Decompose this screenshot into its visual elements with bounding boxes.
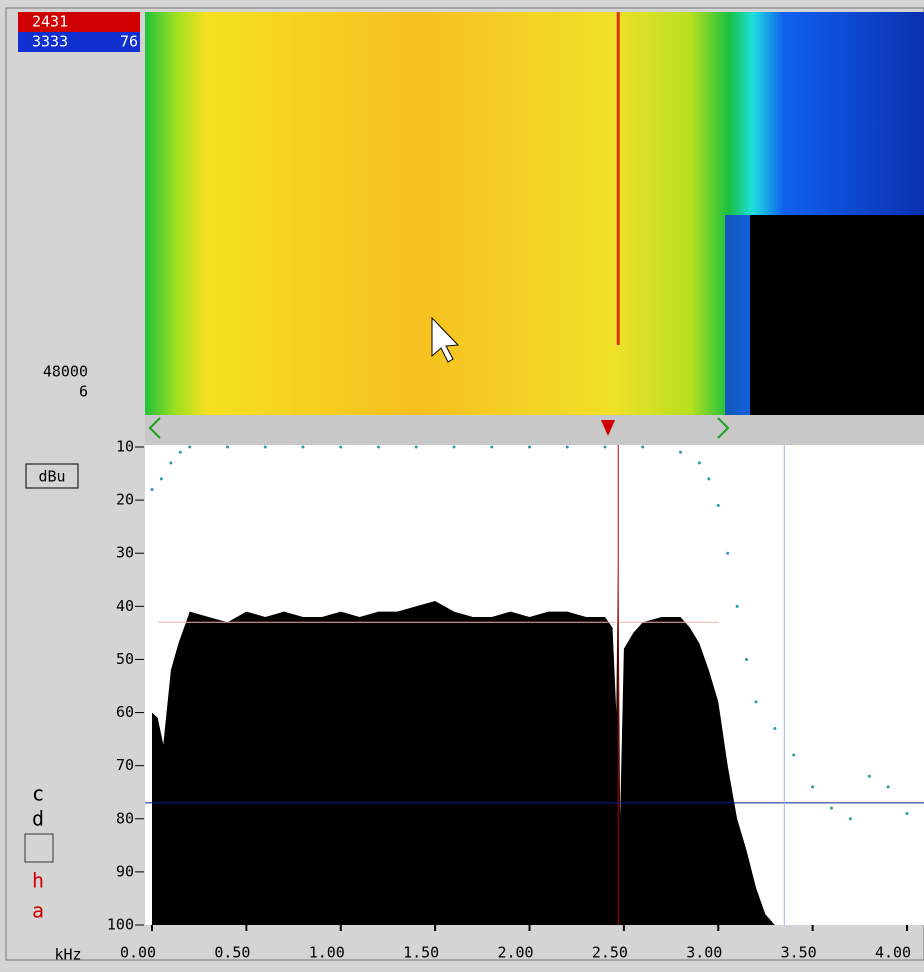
filter-dot: [377, 445, 380, 449]
level-blue: 76: [120, 33, 138, 51]
x-tick-label: 3.00: [686, 944, 722, 962]
freq-blue: 3333: [32, 33, 68, 51]
y-tick-label: 10: [116, 438, 134, 456]
filter-dot: [707, 477, 711, 481]
marker-bar: [145, 415, 924, 445]
y-tick-label: 100: [107, 916, 134, 934]
rate: 48000: [43, 363, 88, 381]
unit-button-label[interactable]: dBu: [38, 468, 65, 486]
filter-dot: [905, 811, 909, 815]
filter-dot: [169, 461, 173, 465]
filter-dot: [886, 785, 890, 789]
filter-dot: [745, 657, 749, 661]
low-edge-marker[interactable]: [148, 417, 161, 439]
spectrum-area: [152, 542, 775, 925]
filter-dot: [726, 551, 730, 555]
filter-dot: [301, 445, 305, 449]
x-tick-label: 4.00: [875, 944, 911, 962]
filter-dot: [754, 700, 758, 704]
high-edge-marker[interactable]: [717, 417, 730, 439]
filter-dot: [226, 445, 229, 449]
red-box: [18, 12, 140, 32]
filter-dot: [641, 445, 645, 449]
channel: 6: [79, 383, 88, 401]
x-tick-label: 1.50: [403, 944, 439, 962]
y-tick-label: 20: [116, 491, 134, 509]
waterfall-blank: [750, 215, 924, 415]
y-tick-label: 60: [116, 703, 134, 721]
x-tick-label: 2.00: [497, 944, 533, 962]
filter-dot: [830, 806, 833, 810]
filter-dot: [565, 445, 569, 449]
blue-box: [18, 32, 140, 52]
x-tick-label: 3.50: [781, 944, 817, 962]
cursor-marker[interactable]: [601, 420, 615, 436]
filter-dot: [716, 503, 720, 507]
filter-dot: [867, 774, 871, 778]
filter-dot: [679, 450, 682, 454]
filter-dot: [490, 445, 494, 449]
y-tick-label: 90: [116, 862, 134, 880]
x-unit: kHz: [54, 946, 81, 964]
waterfall-edge: [725, 215, 750, 415]
filter-dot: [263, 445, 267, 449]
frame: [5, 7, 924, 961]
filter-dot: [735, 604, 739, 608]
filter-dot: [528, 445, 531, 449]
y-tick-label: 50: [116, 650, 134, 668]
checkbox[interactable]: [24, 833, 54, 863]
key-d[interactable]: d: [32, 807, 44, 831]
unit-button[interactable]: [25, 463, 79, 489]
filter-dot: [188, 445, 192, 449]
key-a[interactable]: a: [32, 899, 44, 923]
x-tick-label: 2.50: [592, 944, 628, 962]
filter-dot: [603, 445, 607, 449]
filter-dot: [452, 445, 456, 449]
filter-dot: [178, 450, 182, 454]
key-c[interactable]: c: [32, 782, 44, 806]
key-h[interactable]: h: [32, 869, 44, 893]
filter-dot: [339, 445, 343, 449]
y-tick-label: 80: [116, 809, 134, 827]
filter-dot: [848, 817, 852, 821]
x-tick-label: 0.50: [214, 944, 250, 962]
y-tick-label: 30: [116, 544, 134, 562]
x-tick-label: 1.00: [309, 944, 345, 962]
filter-dot: [150, 487, 154, 491]
filter-dot: [773, 726, 777, 730]
filter-dot: [414, 445, 418, 449]
filter-dot: [811, 785, 815, 789]
freq-red: 2431: [32, 13, 68, 31]
y-tick-label: 70: [116, 756, 134, 774]
filter-dot: [792, 753, 796, 757]
y-tick-label: 40: [116, 597, 134, 615]
x-tick-label: 0.00: [120, 944, 156, 962]
mouse-cursor: [431, 316, 460, 363]
filter-dot: [159, 477, 163, 481]
filter-dot: [697, 461, 701, 465]
